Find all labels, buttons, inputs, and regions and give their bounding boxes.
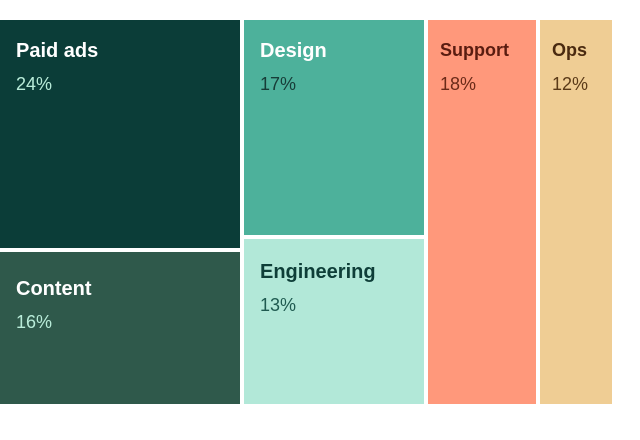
tile-value: 12% [552, 74, 589, 94]
tile-value: 13% [260, 295, 297, 316]
tile-label: Support [440, 40, 509, 60]
tile-value: 16% [16, 312, 53, 332]
tile-value: 18% [440, 74, 477, 94]
tile-support: Support 18% [428, 20, 536, 404]
tile-value: 24% [16, 74, 53, 94]
tile-paid-ads: Paid ads 24% [0, 20, 240, 248]
tile-label: Content [16, 278, 92, 300]
tile-ops: Ops 12% [540, 20, 612, 404]
tile-value: 17% [260, 74, 297, 94]
tile-label: Ops [552, 40, 588, 60]
tile-label: Paid ads [16, 40, 99, 62]
tile-label: Engineering [260, 261, 376, 284]
tile-content: Content 16% [0, 252, 240, 404]
tile-design: Design 17% [244, 20, 424, 236]
tile-label: Design [260, 40, 327, 62]
tile-engineering: Engineering 13% [244, 239, 424, 404]
